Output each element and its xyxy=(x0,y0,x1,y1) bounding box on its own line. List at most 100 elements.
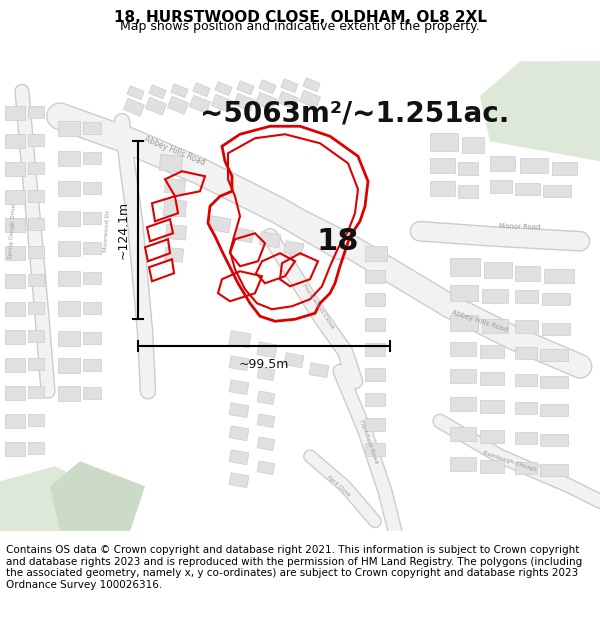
Polygon shape xyxy=(520,158,548,173)
Polygon shape xyxy=(552,162,577,175)
Polygon shape xyxy=(58,181,80,196)
Polygon shape xyxy=(5,218,25,232)
Polygon shape xyxy=(365,393,385,406)
Polygon shape xyxy=(83,359,101,371)
Polygon shape xyxy=(167,96,188,114)
Polygon shape xyxy=(5,134,25,148)
Polygon shape xyxy=(28,190,44,202)
Polygon shape xyxy=(83,122,101,134)
Polygon shape xyxy=(284,352,304,367)
Polygon shape xyxy=(28,302,44,314)
Polygon shape xyxy=(28,414,44,426)
Polygon shape xyxy=(480,61,600,161)
Polygon shape xyxy=(309,362,329,378)
Polygon shape xyxy=(149,85,166,99)
Polygon shape xyxy=(229,426,249,441)
Polygon shape xyxy=(450,258,480,276)
Polygon shape xyxy=(543,185,571,198)
Polygon shape xyxy=(58,301,80,316)
Polygon shape xyxy=(365,343,385,356)
Polygon shape xyxy=(257,437,275,451)
Polygon shape xyxy=(480,400,504,413)
Text: Abbey Hills Road: Abbey Hills Road xyxy=(451,309,509,333)
Polygon shape xyxy=(277,91,299,109)
Polygon shape xyxy=(83,272,101,284)
Polygon shape xyxy=(450,342,476,356)
Polygon shape xyxy=(234,228,254,242)
Polygon shape xyxy=(257,367,275,381)
Text: ~5063m²/~1.251ac.: ~5063m²/~1.251ac. xyxy=(200,99,509,127)
Polygon shape xyxy=(58,271,80,286)
Polygon shape xyxy=(209,216,231,233)
Polygon shape xyxy=(540,349,568,361)
Polygon shape xyxy=(28,386,44,398)
Polygon shape xyxy=(229,402,249,418)
Polygon shape xyxy=(58,151,80,166)
Polygon shape xyxy=(229,472,249,488)
Polygon shape xyxy=(0,466,115,531)
Polygon shape xyxy=(365,293,385,306)
Polygon shape xyxy=(458,185,478,198)
Polygon shape xyxy=(365,368,385,381)
Polygon shape xyxy=(237,81,254,95)
Polygon shape xyxy=(160,154,182,172)
Polygon shape xyxy=(257,342,277,357)
Polygon shape xyxy=(83,302,101,314)
Polygon shape xyxy=(5,302,25,316)
Polygon shape xyxy=(166,224,187,240)
Polygon shape xyxy=(5,106,25,120)
Polygon shape xyxy=(5,358,25,372)
Polygon shape xyxy=(515,348,537,359)
Polygon shape xyxy=(83,152,101,164)
Polygon shape xyxy=(58,386,80,401)
Text: 18, HURSTWOOD CLOSE, OLDHAM, OL8 2XL: 18, HURSTWOOD CLOSE, OLDHAM, OL8 2XL xyxy=(113,11,487,26)
Polygon shape xyxy=(28,274,44,286)
Text: Manor Road: Manor Road xyxy=(499,222,541,230)
Polygon shape xyxy=(257,461,275,474)
Polygon shape xyxy=(450,369,476,383)
Polygon shape xyxy=(450,398,476,411)
Polygon shape xyxy=(515,432,537,444)
Polygon shape xyxy=(229,450,249,465)
Polygon shape xyxy=(484,262,512,278)
Polygon shape xyxy=(28,358,44,370)
Polygon shape xyxy=(281,79,298,92)
Polygon shape xyxy=(164,178,185,194)
Polygon shape xyxy=(28,442,44,454)
Polygon shape xyxy=(171,84,188,98)
Polygon shape xyxy=(124,98,145,116)
Polygon shape xyxy=(5,330,25,344)
Polygon shape xyxy=(544,269,574,283)
Polygon shape xyxy=(480,460,504,473)
Polygon shape xyxy=(28,246,44,258)
Polygon shape xyxy=(28,134,44,146)
Polygon shape xyxy=(83,213,101,224)
Polygon shape xyxy=(193,82,210,97)
Polygon shape xyxy=(480,430,504,443)
Polygon shape xyxy=(515,374,537,386)
Polygon shape xyxy=(127,86,144,100)
Polygon shape xyxy=(256,92,277,110)
Polygon shape xyxy=(58,241,80,256)
Polygon shape xyxy=(550,61,600,131)
Polygon shape xyxy=(490,156,515,171)
Polygon shape xyxy=(458,162,478,175)
Polygon shape xyxy=(28,162,44,174)
Text: Map shows position and indicative extent of the property.: Map shows position and indicative extent… xyxy=(120,20,480,33)
Text: Moorwood Dr: Moorwood Dr xyxy=(103,210,111,252)
Polygon shape xyxy=(540,464,568,476)
Polygon shape xyxy=(5,162,25,176)
Polygon shape xyxy=(211,94,233,112)
Polygon shape xyxy=(540,404,568,416)
Text: Hurstwood Close: Hurstwood Close xyxy=(301,283,335,329)
Polygon shape xyxy=(450,458,476,471)
Polygon shape xyxy=(215,82,232,96)
Text: ~124.1m: ~124.1m xyxy=(117,201,130,259)
Text: Bainburgh Clough: Bainburgh Clough xyxy=(482,450,538,472)
Polygon shape xyxy=(299,91,320,108)
Polygon shape xyxy=(5,414,25,428)
Polygon shape xyxy=(480,372,504,385)
Polygon shape xyxy=(303,78,320,92)
Polygon shape xyxy=(257,414,275,428)
Polygon shape xyxy=(365,443,385,456)
